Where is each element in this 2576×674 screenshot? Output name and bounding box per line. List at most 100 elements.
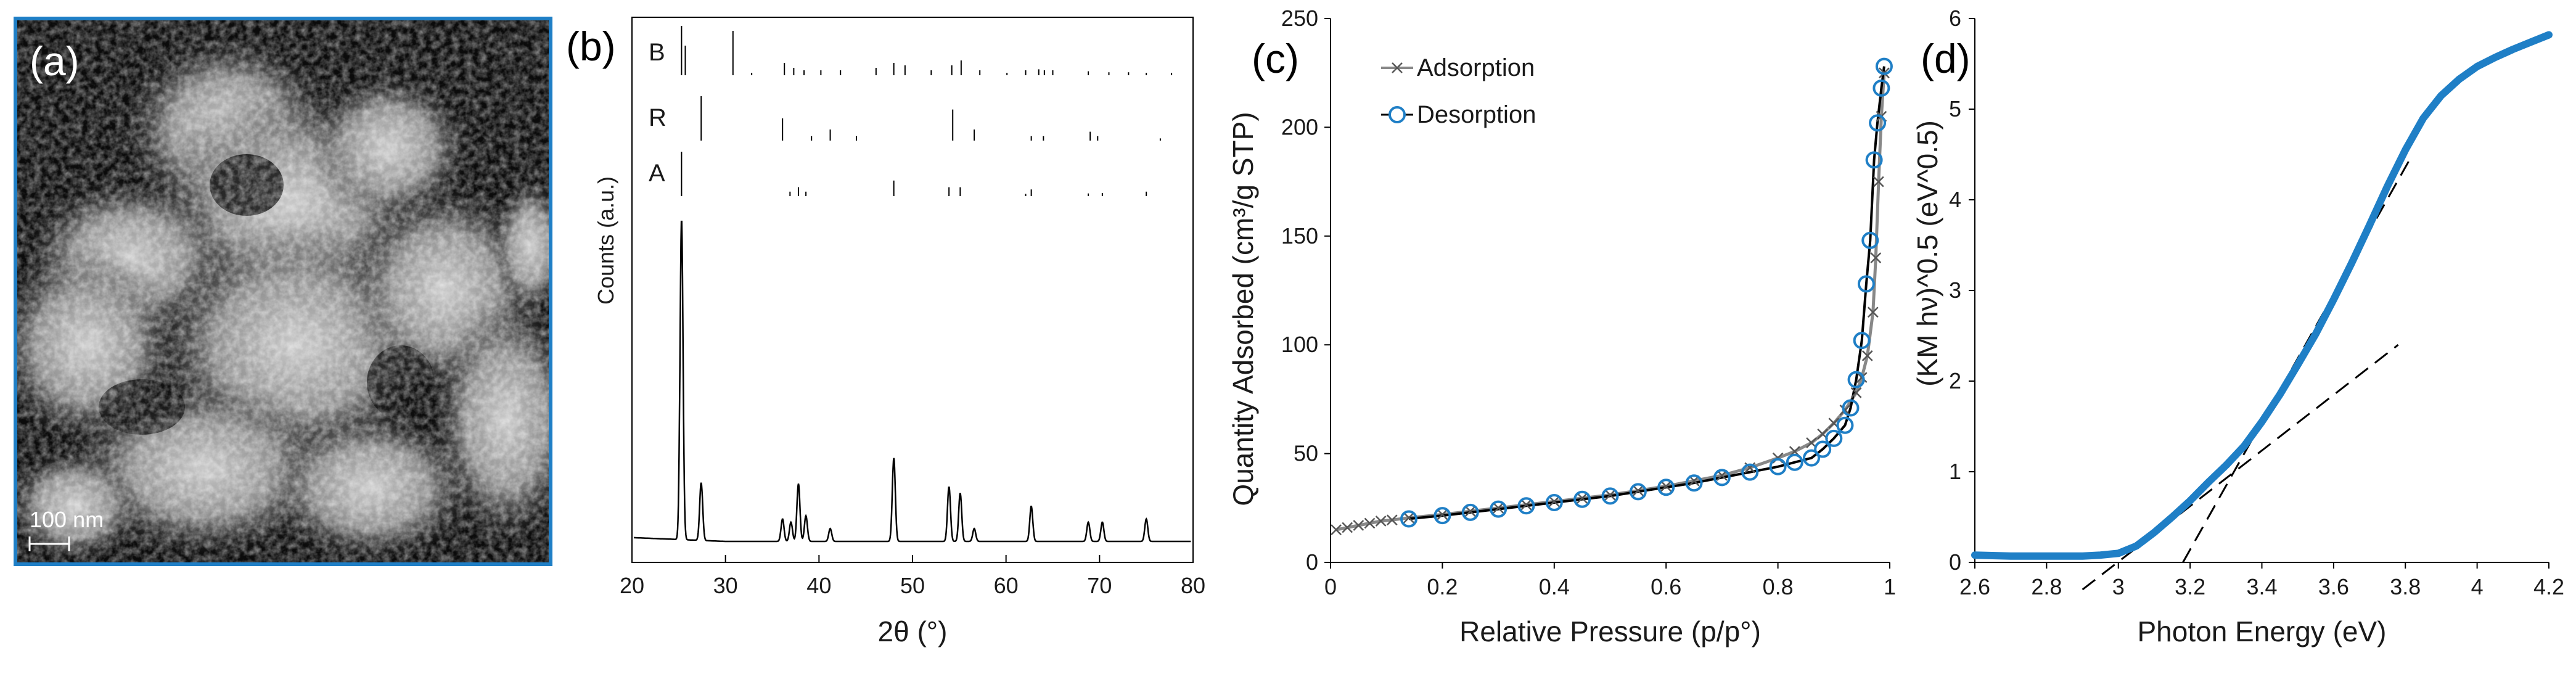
desorption-point — [1875, 57, 1893, 75]
sem-texture — [17, 20, 549, 562]
legend-adsorption-marker — [1392, 62, 1403, 73]
y-axis-label: Quantity Adsorbed (cm³/g STP) — [1227, 112, 1259, 506]
desorption-point — [1573, 490, 1591, 508]
x-tick-label: 3.2 — [2175, 574, 2205, 599]
adsorption-point — [1577, 493, 1588, 504]
adsorption-point — [1464, 506, 1476, 517]
xrd-pattern-line — [634, 220, 1191, 543]
sem-frame — [14, 17, 552, 566]
adsorption-point — [1331, 524, 1342, 535]
x-tick-label: 30 — [713, 573, 738, 598]
y-tick-label: 3 — [1949, 277, 1961, 303]
adsorption-point — [1375, 516, 1387, 527]
panel-c: (c) 0 0.2 0.4 0.6 0.8 1 0 50 100 150 200 250 Relativ… — [1227, 6, 1896, 647]
y-tick-label: 6 — [1949, 6, 1961, 31]
panel-d: (d) 2.6 2.8 3 3.2 3.4 3.6 3.8 4 4.2 0 1 2 3 4 5 6 Photon… — [1911, 6, 2564, 647]
desorption-point — [1857, 275, 1875, 293]
legend-desorption-marker — [1388, 106, 1406, 123]
adsorption-point — [1342, 522, 1353, 533]
x-tick-label: 0.8 — [1763, 574, 1794, 599]
panel-label-a: (a) — [30, 38, 80, 84]
y-axis-label: (KM hν)^0.5 (eV^0.5) — [1911, 120, 1943, 387]
x-tick-label: 50 — [900, 573, 925, 598]
desorption-point — [1853, 332, 1871, 350]
plot-frame — [631, 17, 1194, 563]
x-tick-label: 3.8 — [2390, 574, 2421, 599]
desorption-point — [1861, 231, 1879, 249]
desorption-point — [1490, 500, 1507, 518]
x-tick-label: 70 — [1087, 573, 1112, 598]
x-tick-label: 3.4 — [2246, 574, 2277, 599]
desorption-point — [1825, 429, 1843, 447]
desorption-point — [1657, 479, 1675, 496]
desorption-point — [1769, 458, 1787, 475]
y-tick-label: 150 — [1281, 223, 1318, 249]
xrd-chart: 20 30 40 50 60 70 80 2θ (°) Counts (a.u.) B R A — [593, 17, 1205, 647]
x-tick-label: 2.8 — [2031, 574, 2062, 599]
adsorption-point — [1548, 496, 1560, 508]
desorption-point — [1786, 453, 1803, 471]
tangent-line — [2082, 344, 2399, 591]
desorption-point — [1713, 469, 1731, 487]
y-tick-label: 0 — [1306, 549, 1318, 575]
adsorption-point — [1386, 514, 1398, 526]
legend-desorption-label: Desorption — [1417, 101, 1536, 128]
desorption-point — [1685, 474, 1703, 492]
desorption-point — [1865, 151, 1883, 169]
desorption-point — [1836, 416, 1854, 434]
desorption-point — [1873, 79, 1890, 97]
desorption-point — [1741, 463, 1759, 481]
adsorption-point — [1353, 520, 1364, 531]
x-axis-label: Relative Pressure (p/p°) — [1459, 615, 1761, 647]
panel-b: (b) 20 30 40 50 60 70 80 2θ (°) Counts (a.u.) B R A — [566, 17, 1205, 647]
x-tick-label: 40 — [806, 573, 831, 598]
adsorption-point — [1493, 502, 1504, 514]
isotherm-chart: 0 0.2 0.4 0.6 0.8 1 0 50 100 150 200 250 Relative Pr… — [1227, 6, 1896, 647]
x-axis-label: 2θ (°) — [878, 615, 948, 647]
panel-label-b: (b) — [566, 23, 616, 69]
x-tick-label: 2.6 — [1959, 574, 1990, 599]
x-tick-label: 4 — [2471, 574, 2484, 599]
adsorption-point — [1403, 512, 1414, 524]
x-tick-label: 0.2 — [1427, 574, 1458, 599]
adsorption-point — [1604, 489, 1616, 501]
reference-name: A — [649, 160, 665, 187]
x-tick-label: 80 — [1181, 573, 1205, 598]
panel-label-d: (d) — [1921, 36, 1971, 81]
y-axis-label: Counts (a.u.) — [593, 176, 618, 305]
tauc-curve — [1971, 31, 2553, 560]
x-tick-label: 3.6 — [2318, 574, 2349, 599]
adsorption-point — [1856, 372, 1868, 384]
desorption-point — [1814, 440, 1832, 458]
desorption-point — [1434, 507, 1451, 525]
panel-a: (a) 100 nm — [14, 17, 552, 566]
scale-bar-label: 100 nm — [30, 507, 104, 532]
desorption-line — [1408, 66, 1885, 520]
x-tick-label: 3 — [2112, 574, 2125, 599]
y-tick-label: 50 — [1294, 441, 1318, 466]
y-tick-label: 100 — [1281, 332, 1318, 357]
y-tick-label: 0 — [1949, 549, 1961, 575]
reference-name: B — [649, 39, 665, 66]
reference-name: R — [649, 104, 667, 131]
y-tick-label: 250 — [1281, 6, 1318, 31]
adsorption-point — [1364, 517, 1376, 529]
legend-adsorption-label: Adsorption — [1417, 54, 1535, 81]
adsorption-point — [1839, 405, 1851, 416]
scale-bar: 100 nm — [28, 507, 104, 551]
x-tick-label: 0 — [1324, 574, 1337, 599]
adsorption-point — [1870, 252, 1882, 263]
y-tick-label: 5 — [1949, 96, 1961, 121]
desorption-point — [1803, 449, 1821, 467]
adsorption-point — [1632, 485, 1644, 496]
panel-label-c: (c) — [1252, 36, 1299, 81]
x-axis-label: Photon Energy (eV) — [2137, 615, 2386, 647]
y-tick-label: 1 — [1949, 459, 1961, 484]
desorption-point — [1847, 371, 1865, 388]
x-tick-label: 4.2 — [2533, 574, 2564, 599]
x-tick-label: 60 — [994, 573, 1019, 598]
adsorption-point — [1867, 306, 1879, 318]
x-tick-label: 1 — [1884, 574, 1896, 599]
desorption-point — [1461, 503, 1479, 521]
